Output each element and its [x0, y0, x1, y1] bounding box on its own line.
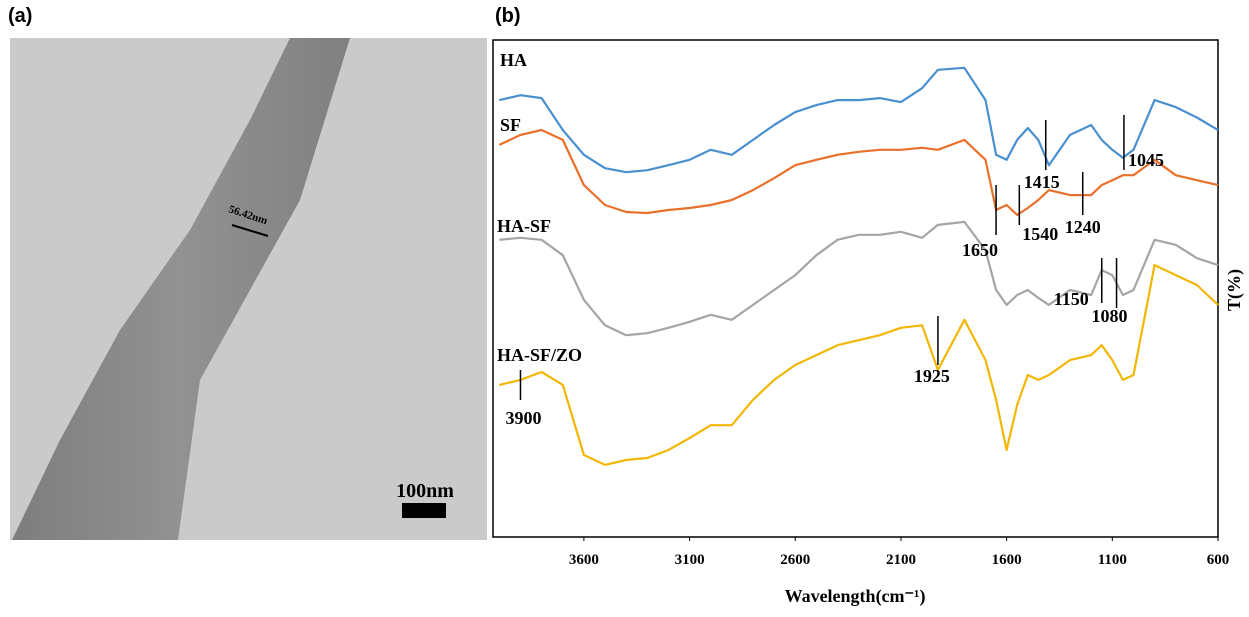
x-tick-label: 2100	[886, 552, 916, 568]
scale-bar-label: 100nm	[396, 480, 454, 502]
x-axis-label: Wavelength(cm⁻¹)	[785, 586, 926, 607]
series-line	[498, 128, 1219, 216]
series-label: SF	[500, 115, 521, 135]
peak-label: 1080	[1092, 306, 1128, 326]
series-label: HA-SF/ZO	[497, 345, 582, 365]
x-tick-label: 1600	[992, 552, 1022, 568]
panel-label: (a)	[8, 5, 32, 27]
peak-label: 1415	[1024, 172, 1060, 192]
x-tick-label: 2600	[780, 552, 810, 568]
x-tick-label: 1100	[1098, 552, 1127, 568]
x-tick-label: 3600	[569, 552, 599, 568]
x-tick-label: 600	[1207, 552, 1230, 568]
peak-label: 1150	[1054, 289, 1089, 309]
measure-arrow	[231, 224, 269, 237]
peak-label: 3900	[505, 408, 541, 428]
series-label: HA	[500, 50, 527, 70]
panel-label: (b)	[495, 5, 521, 27]
peak-label: 1925	[914, 366, 950, 386]
series-line	[499, 264, 1219, 466]
series-line	[499, 66, 1219, 174]
plot-frame	[492, 39, 1219, 538]
peak-label: 1650	[962, 240, 998, 260]
scale-bar	[402, 503, 446, 518]
peak-label: 1045	[1128, 150, 1164, 170]
x-tick-label: 3100	[675, 552, 705, 568]
peak-label: 1540	[1022, 224, 1058, 244]
y-axis-label: T(%)	[1224, 269, 1245, 311]
fiber	[12, 38, 350, 540]
series-label: HA-SF	[497, 216, 551, 236]
peak-label: 1240	[1065, 217, 1101, 237]
series-line	[499, 220, 1219, 337]
